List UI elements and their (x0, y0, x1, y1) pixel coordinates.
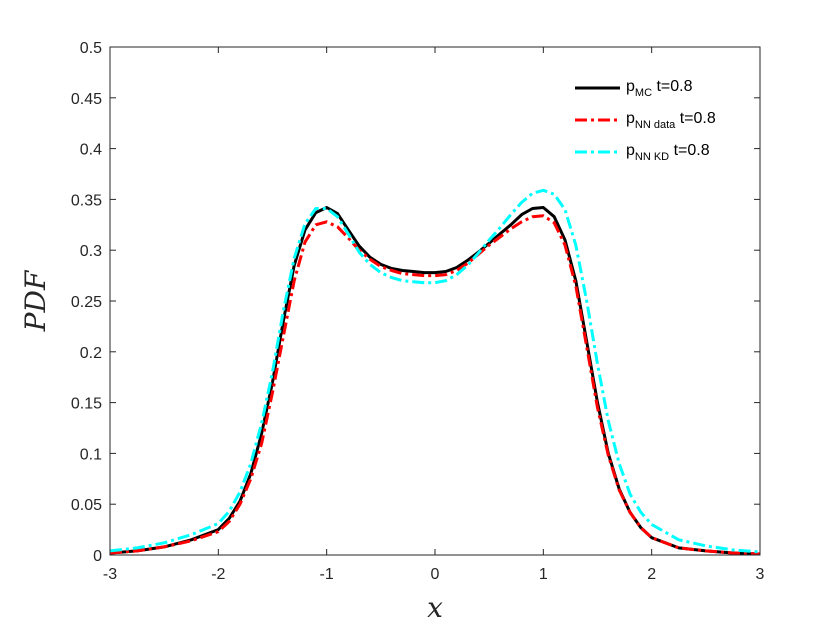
y-tick-label-6: 0.3 (80, 243, 102, 260)
legend-text-mc: pMC t=0.8 (626, 78, 693, 99)
tick-layer: -3 -2 -1 0 1 2 3 0 0.05 0.1 0.15 0.2 0.25 0.3 0.35 0.4 0… (71, 40, 765, 583)
y-tick-label-10: 0.5 (80, 40, 102, 57)
series-line-2 (109, 188, 761, 554)
legend-text-nn-data: pNN data t=0.8 (626, 110, 716, 131)
series-layer (109, 188, 761, 556)
y-tick-label-9: 0.45 (71, 91, 102, 108)
x-tick-label-6: 3 (756, 566, 765, 583)
x-tick-label-2: -1 (320, 566, 334, 583)
x-tick-label-1: -2 (211, 566, 225, 583)
legend-box (565, 64, 745, 172)
y-tick-label-7: 0.35 (71, 192, 102, 209)
x-tick-label-5: 2 (647, 566, 656, 583)
series-line-1 (109, 214, 761, 556)
legend: pMC t=0.8 pNN data t=0.8 pNN KD t=0.8 (565, 64, 745, 172)
legend-text-nn-kd: pNN KD t=0.8 (626, 142, 710, 163)
x-axis-label: x (427, 591, 443, 624)
y-tick-label-5: 0.25 (71, 294, 102, 311)
y-axis-label: PDF (19, 269, 52, 332)
y-tick-label-0: 0 (93, 548, 102, 565)
y-tick-label-1: 0.05 (71, 497, 102, 514)
x-tick-label-4: 1 (539, 566, 548, 583)
x-tick-label-0: -3 (103, 566, 117, 583)
y-tick-label-3: 0.15 (71, 396, 102, 413)
x-tick-label-3: 0 (431, 566, 440, 583)
y-tick-label-8: 0.4 (80, 142, 102, 159)
y-tick-label-2: 0.1 (80, 446, 102, 463)
y-tick-label-4: 0.2 (80, 345, 102, 362)
